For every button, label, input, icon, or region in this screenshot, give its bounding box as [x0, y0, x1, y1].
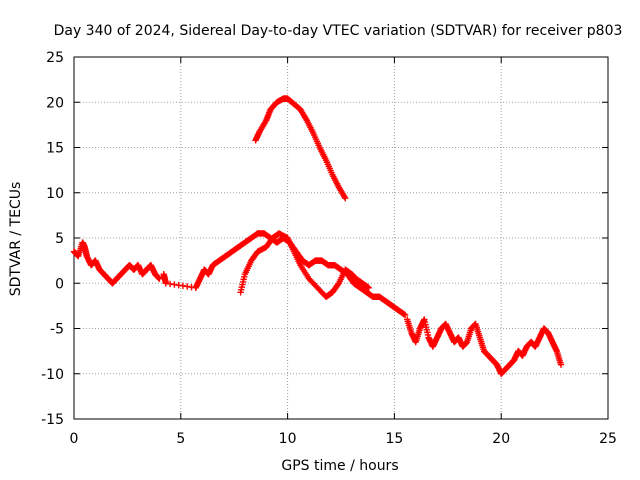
axis-ticks: 0 5 10 15 20 25 -15 -10 -5 0 5 10 15 20 25	[41, 50, 617, 447]
x-axis-label: GPS time / hours	[281, 458, 398, 474]
x-tick-label: 15	[385, 431, 403, 447]
x-tick-label: 10	[279, 431, 297, 447]
y-tick-label: 5	[55, 231, 64, 247]
data-point	[365, 284, 372, 291]
data-points	[70, 95, 565, 377]
chart-title: Day 340 of 2024, Sidereal Day-to-day VTE…	[54, 23, 623, 39]
data-point	[334, 281, 342, 288]
y-tick-label: 20	[46, 95, 64, 111]
y-tick-label: 10	[46, 186, 64, 202]
x-tick-label: 0	[70, 431, 79, 447]
series-track-4	[252, 95, 349, 202]
series-track-5	[404, 316, 565, 377]
series-track-2	[160, 230, 409, 319]
data-point	[557, 361, 565, 368]
data-point	[401, 311, 409, 319]
y-tick-label: 0	[55, 276, 64, 292]
x-tick-label: 5	[176, 431, 185, 447]
series-track-3	[237, 230, 372, 301]
y-axis-label: SDTVAR / TECUs	[8, 182, 24, 297]
y-tick-label: 25	[46, 50, 64, 66]
y-tick-label: 15	[46, 141, 64, 157]
x-tick-label: 25	[599, 431, 617, 447]
x-tick-label: 20	[492, 431, 510, 447]
y-tick-label: -15	[41, 412, 64, 428]
y-tick-label: -5	[50, 322, 64, 338]
grid	[74, 57, 608, 419]
series-track-1	[70, 239, 163, 287]
data-point	[342, 194, 349, 202]
y-tick-label: -10	[41, 367, 64, 383]
